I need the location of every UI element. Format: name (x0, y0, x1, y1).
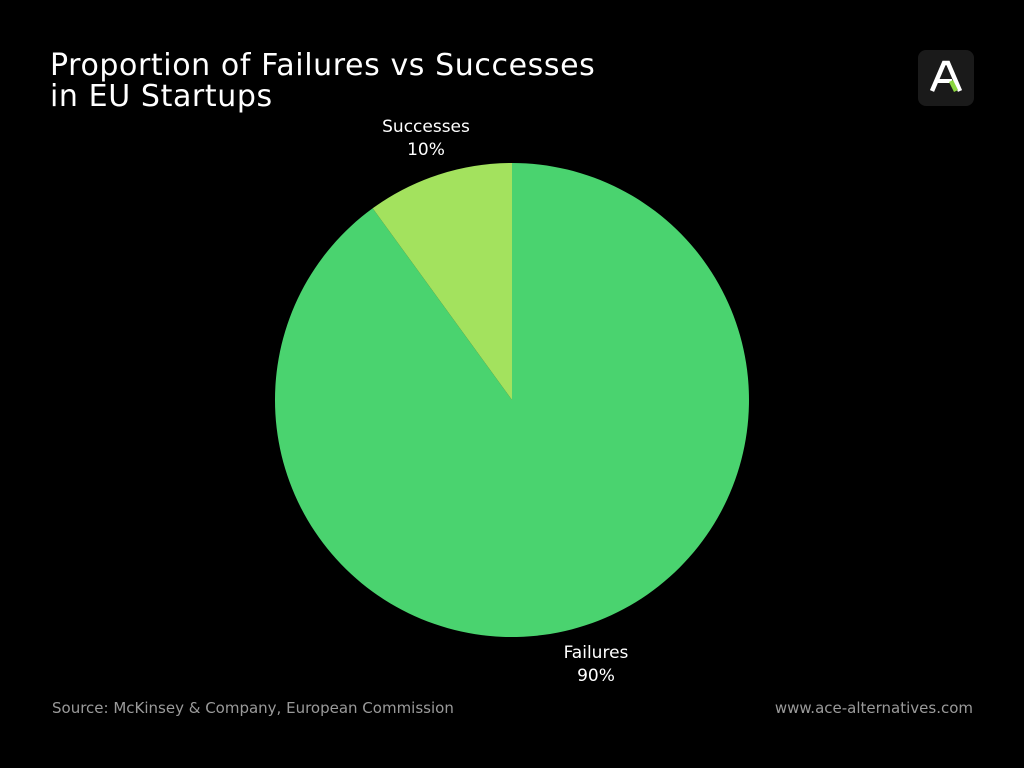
slice-label-successes-name: Successes (382, 117, 470, 137)
pie-slice-failures (274, 163, 749, 637)
ace-alternatives-logo (918, 50, 974, 106)
slice-label-failures-name: Failures (564, 643, 629, 663)
chart-title-line-2: in EU Startups (50, 79, 273, 114)
website-url: www.ace-alternatives.com (774, 699, 973, 717)
chart-title: Proportion of Failures vs Successes in E… (50, 50, 595, 112)
pie-slices (274, 163, 749, 637)
pie-slice-successes (372, 163, 512, 400)
source-note: Source: McKinsey & Company, European Com… (52, 699, 454, 717)
chart-title-line-1: Proportion of Failures vs Successes (50, 48, 596, 83)
ace-alternatives-logo-icon (929, 60, 963, 93)
slice-label-successes-value: 10% (407, 140, 445, 160)
slice-label-failures-value: 90% (577, 666, 615, 686)
